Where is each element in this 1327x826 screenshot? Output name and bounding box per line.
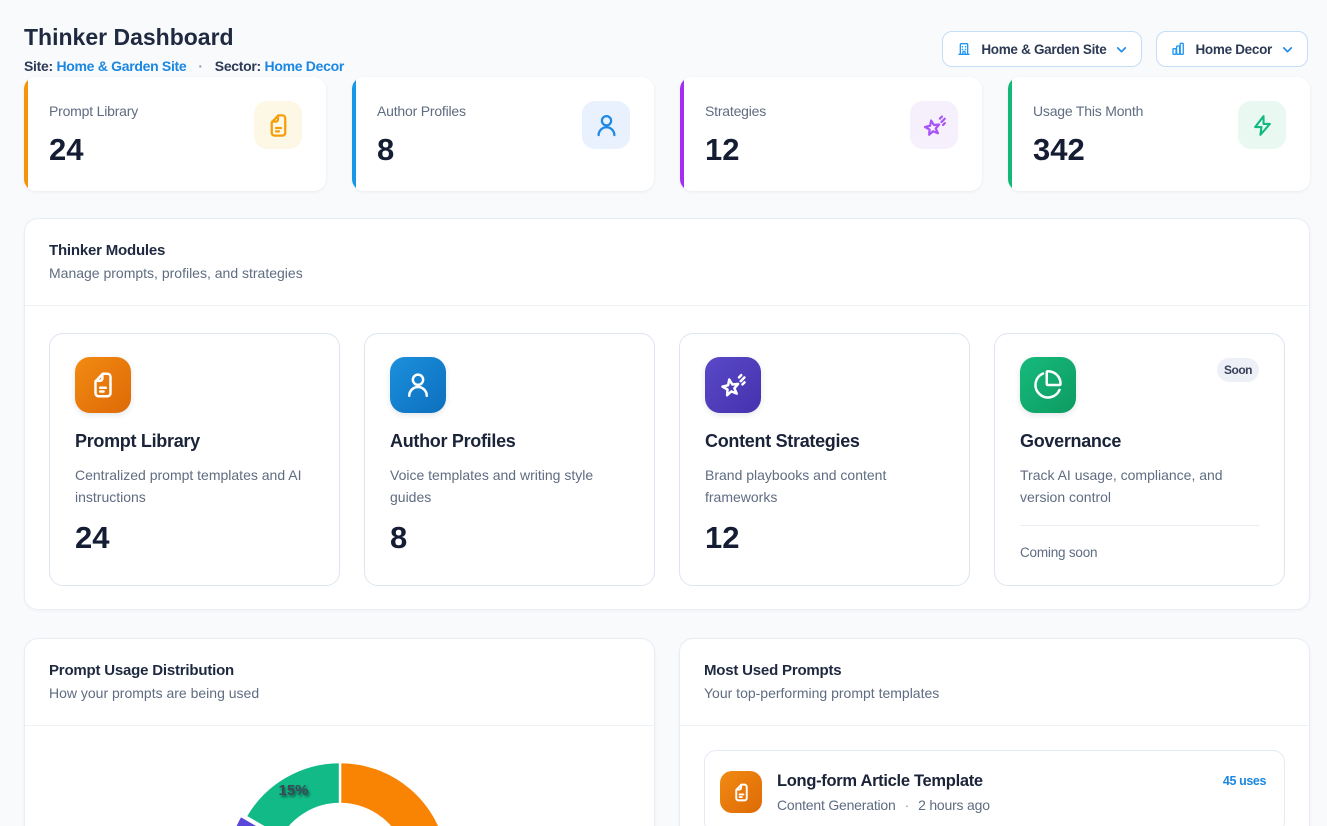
svg-text:15%: 15% (278, 782, 308, 799)
